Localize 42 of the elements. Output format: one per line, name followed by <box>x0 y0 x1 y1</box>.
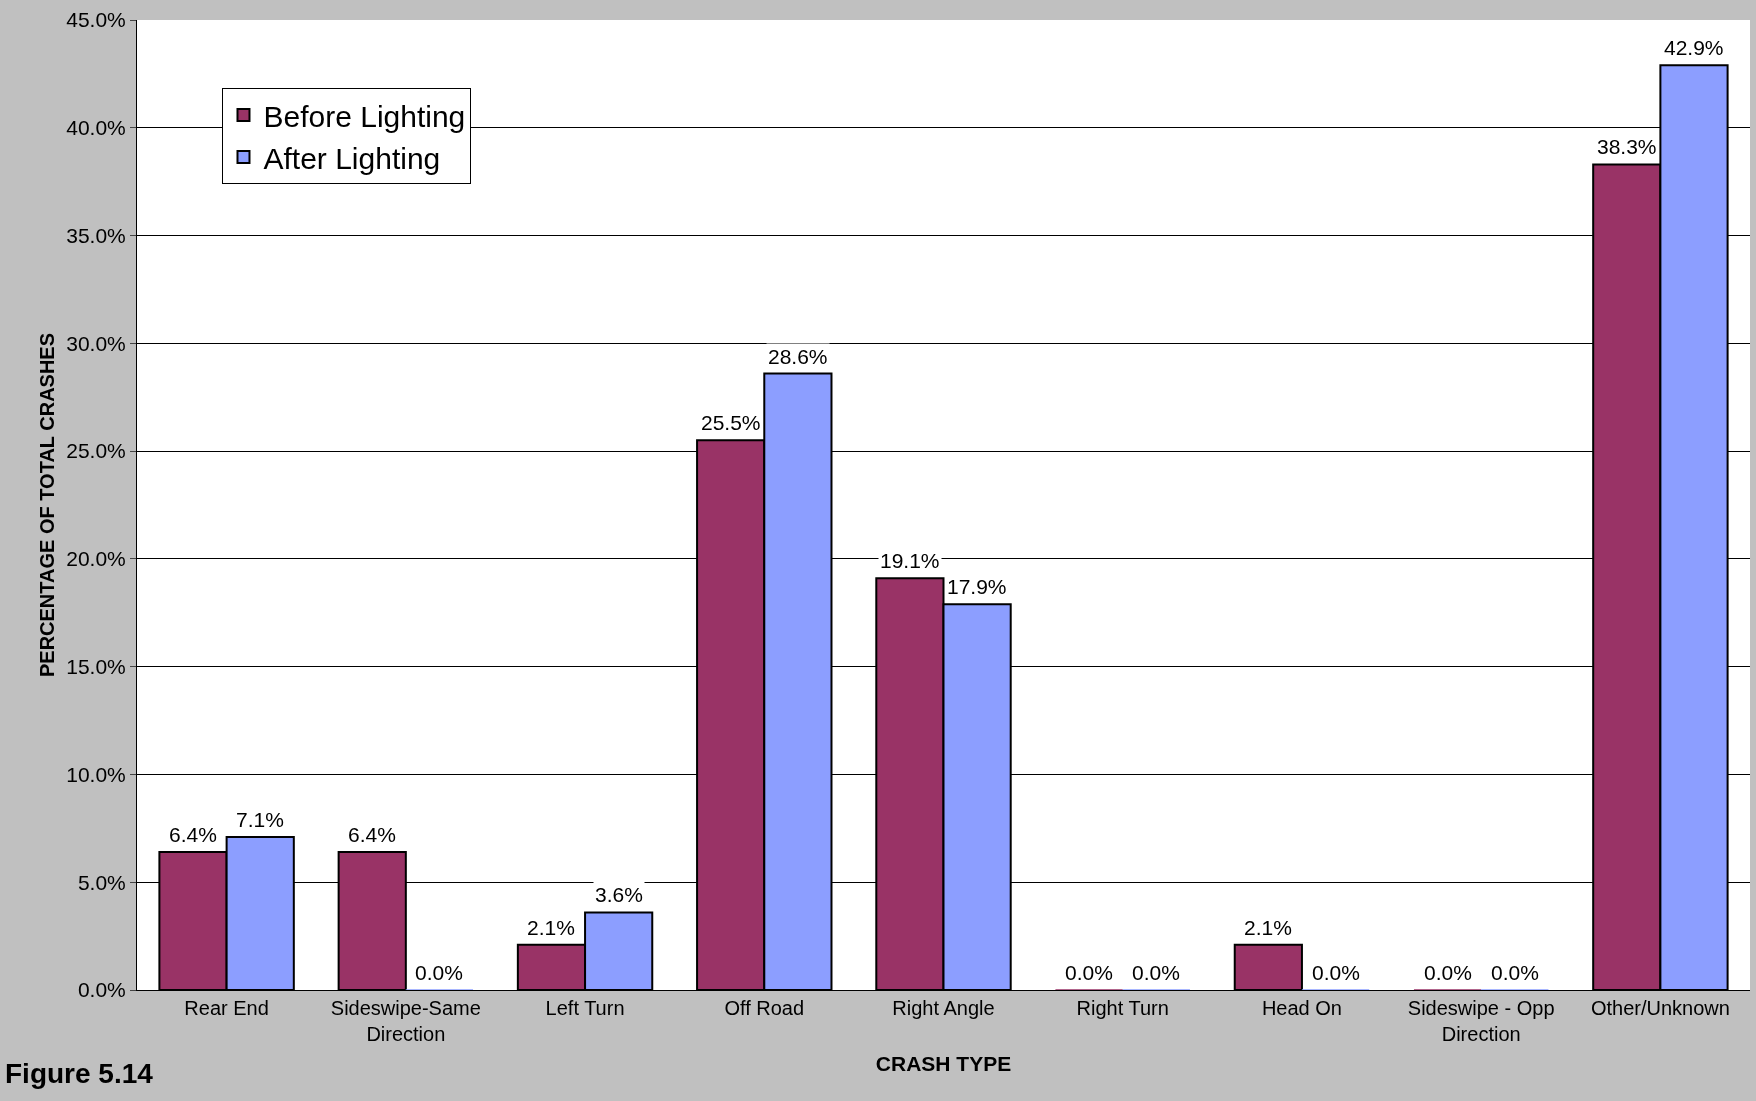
data-label: 6.4% <box>169 823 217 846</box>
data-label: 0.0% <box>1065 961 1113 984</box>
data-label: 2.1% <box>1244 916 1292 939</box>
x-tick-label: Sideswipe-Same Direction <box>330 997 481 1045</box>
data-label: 3.6% <box>595 883 643 906</box>
data-label: 6.4% <box>348 823 396 846</box>
data-label: 28.6% <box>768 345 828 368</box>
x-tick-label: Right Turn <box>1076 997 1169 1019</box>
data-label: 0.0% <box>1132 961 1180 984</box>
x-tick-label: Other/Unknown <box>1590 997 1730 1019</box>
data-label: 25.5% <box>701 411 761 434</box>
x-tick-label: Right Angle <box>892 997 995 1019</box>
y-tick-label: 0.0% <box>77 978 126 1002</box>
data-label: 0.0% <box>1312 961 1360 984</box>
legend-label: After Lighting <box>263 141 441 175</box>
data-label: 0.0% <box>1491 961 1539 984</box>
y-tick-label: 5.0% <box>77 870 126 894</box>
x-tick-label: Off Road <box>724 997 805 1019</box>
data-label: 17.9% <box>947 575 1007 598</box>
legend-label: Before Lighting <box>263 99 466 133</box>
y-axis-title: PERCENTAGE OF TOTAL CRASHES <box>35 332 58 678</box>
data-label: 42.9% <box>1664 36 1724 59</box>
y-tick-label: 40.0% <box>66 116 126 140</box>
caption: Figure 5.14 <box>5 1058 154 1089</box>
data-label: 19.1% <box>880 549 940 572</box>
y-tick-label: 20.0% <box>66 547 126 571</box>
y-tick-label: 15.0% <box>66 655 126 679</box>
y-tick-label: 25.0% <box>66 439 126 463</box>
data-label: 0.0% <box>1424 961 1472 984</box>
x-axis-title: CRASH TYPE <box>875 1052 1012 1076</box>
x-tick-label: Sideswipe - Opp Direction <box>1407 997 1555 1045</box>
y-tick-label: 10.0% <box>66 762 126 786</box>
data-label: 38.3% <box>1597 135 1657 158</box>
x-tick-label: Head On <box>1261 997 1342 1019</box>
data-label: 0.0% <box>415 961 463 984</box>
y-tick-label: 45.0% <box>66 8 126 32</box>
y-tick-label: 35.0% <box>66 223 126 247</box>
x-tick-label: Left Turn <box>545 997 625 1019</box>
data-label: 2.1% <box>527 916 575 939</box>
y-tick-label: 30.0% <box>66 331 126 355</box>
data-label: 7.1% <box>236 808 284 831</box>
x-tick-label: Rear End <box>184 997 269 1019</box>
